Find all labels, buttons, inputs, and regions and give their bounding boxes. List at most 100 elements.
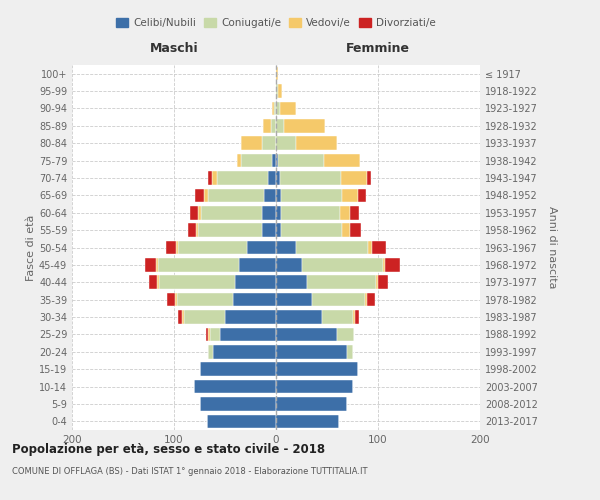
Y-axis label: Anni di nascita: Anni di nascita (547, 206, 557, 289)
Bar (372, 240, 386, 254)
Bar (182, 310, 184, 324)
Bar (342, 188, 358, 202)
Bar (199, 362, 276, 376)
Bar (281, 206, 340, 220)
Bar (199, 397, 276, 410)
Bar (178, 310, 182, 324)
Bar (196, 224, 199, 237)
Bar (276, 224, 281, 237)
Bar (241, 136, 262, 150)
Bar (358, 188, 366, 202)
Bar (278, 154, 324, 168)
Bar (368, 240, 372, 254)
Bar (376, 276, 378, 289)
Bar (167, 293, 175, 306)
Bar (342, 224, 350, 237)
Bar (337, 328, 353, 341)
Bar (280, 171, 341, 185)
Bar (225, 310, 276, 324)
Bar (178, 240, 247, 254)
Bar (276, 188, 281, 202)
Bar (365, 293, 367, 306)
Bar (262, 224, 276, 237)
Bar (353, 310, 355, 324)
Bar (276, 310, 322, 324)
Bar (276, 293, 312, 306)
Bar (276, 171, 280, 185)
Bar (208, 328, 210, 341)
Bar (149, 276, 157, 289)
Bar (158, 276, 235, 289)
Bar (276, 240, 296, 254)
Bar (208, 345, 213, 358)
Bar (276, 380, 353, 394)
Bar (276, 84, 278, 98)
Bar (272, 102, 274, 115)
Bar (194, 380, 276, 394)
Bar (367, 171, 371, 185)
Bar (239, 258, 276, 272)
Bar (166, 240, 176, 254)
Bar (210, 328, 220, 341)
Bar (175, 293, 177, 306)
Bar (341, 171, 367, 185)
Bar (281, 188, 342, 202)
Bar (385, 258, 400, 272)
Bar (199, 206, 200, 220)
Bar (276, 362, 358, 376)
Bar (200, 206, 262, 220)
Bar (177, 293, 233, 306)
Bar (312, 293, 365, 306)
Bar (196, 188, 203, 202)
Bar (271, 119, 276, 132)
Legend: Celibi/Nubili, Coniugati/e, Vedovi/e, Divorziati/e: Celibi/Nubili, Coniugati/e, Vedovi/e, Di… (112, 14, 440, 32)
Bar (378, 276, 388, 289)
Bar (158, 258, 239, 272)
Bar (241, 154, 272, 168)
Bar (264, 188, 276, 202)
Bar (203, 188, 208, 202)
Text: Femmine: Femmine (346, 42, 410, 56)
Bar (350, 206, 359, 220)
Text: COMUNE DI OFFLAGA (BS) - Dati ISTAT 1° gennaio 2018 - Elaborazione TUTTITALIA.IT: COMUNE DI OFFLAGA (BS) - Dati ISTAT 1° g… (12, 468, 367, 476)
Bar (157, 276, 158, 289)
Bar (188, 224, 196, 237)
Bar (247, 240, 276, 254)
Bar (220, 328, 276, 341)
Bar (296, 136, 337, 150)
Bar (184, 310, 225, 324)
Bar (262, 136, 276, 150)
Bar (276, 154, 278, 168)
Bar (199, 224, 262, 237)
Bar (324, 154, 359, 168)
Bar (278, 84, 282, 98)
Bar (237, 154, 241, 168)
Bar (217, 171, 268, 185)
Bar (274, 102, 276, 115)
Bar (276, 345, 347, 358)
Bar (322, 310, 353, 324)
Bar (276, 414, 339, 428)
Bar (208, 188, 264, 202)
Bar (155, 258, 158, 272)
Bar (276, 397, 347, 410)
Bar (383, 258, 385, 272)
Bar (307, 276, 376, 289)
Bar (340, 206, 350, 220)
Bar (206, 414, 276, 428)
Bar (276, 258, 302, 272)
Bar (268, 171, 276, 185)
Bar (276, 136, 296, 150)
Bar (284, 119, 325, 132)
Bar (276, 276, 307, 289)
Bar (276, 67, 278, 80)
Bar (276, 206, 281, 220)
Bar (233, 293, 276, 306)
Bar (280, 102, 296, 115)
Bar (302, 258, 383, 272)
Bar (350, 224, 361, 237)
Bar (213, 345, 276, 358)
Bar (367, 293, 375, 306)
Bar (176, 240, 178, 254)
Bar (262, 206, 276, 220)
